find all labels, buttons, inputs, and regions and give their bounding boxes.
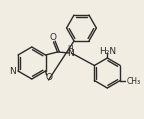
Text: N: N: [67, 50, 74, 59]
Text: N: N: [9, 67, 16, 77]
Text: CH₃: CH₃: [126, 77, 140, 86]
Text: H₂N: H₂N: [99, 47, 116, 55]
Text: H: H: [68, 45, 73, 55]
Text: O: O: [49, 34, 56, 42]
Text: O: O: [45, 74, 52, 82]
